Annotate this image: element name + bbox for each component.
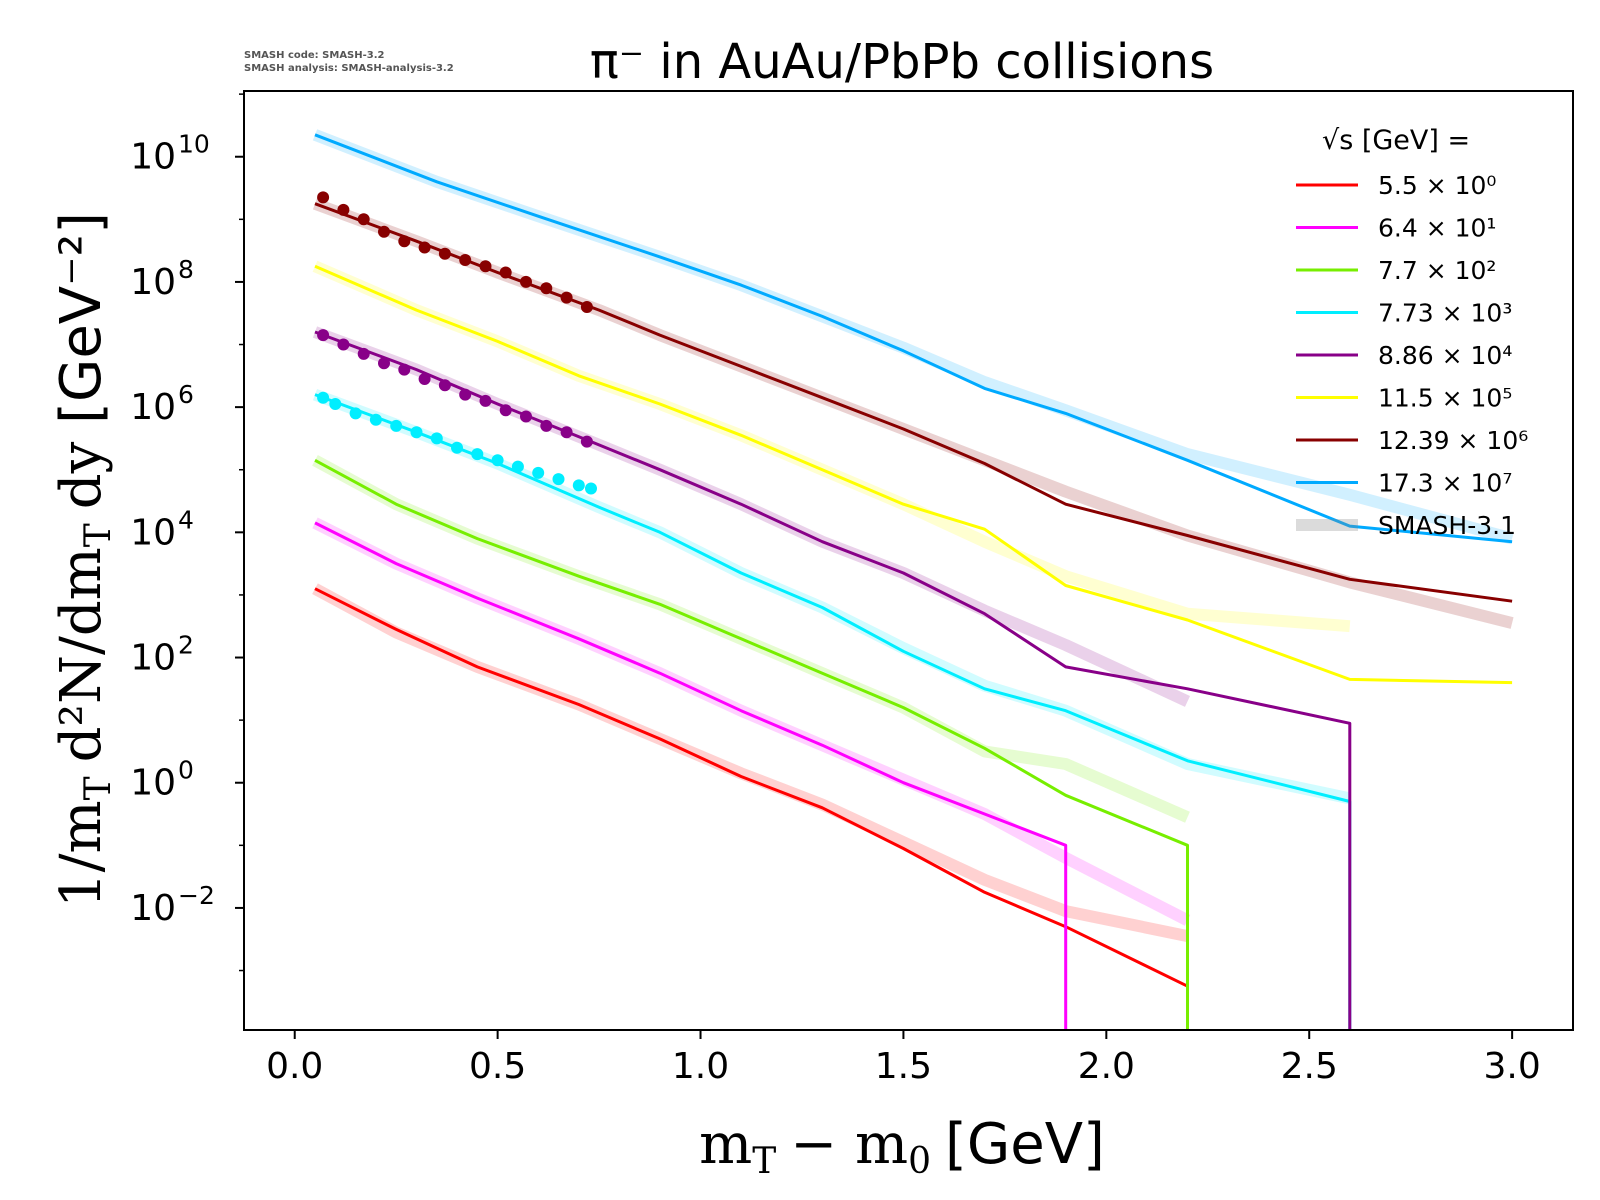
- series-curve-3: [314, 393, 1352, 1030]
- exp-point: [317, 391, 330, 404]
- y-tick-exponent: −2: [178, 881, 215, 910]
- exp-point: [520, 410, 532, 423]
- exp-point: [430, 432, 443, 445]
- exp-point: [560, 291, 573, 304]
- legend: √s [GeV] = 5.5 × 10⁰ 6.4 × 10¹ 7.7 × 10² 7.7…: [1296, 125, 1528, 540]
- legend-label-5: 11.5 × 10⁵: [1378, 384, 1512, 413]
- series-curve-5: [314, 264, 1513, 685]
- y-tick-label: 10: [130, 888, 176, 929]
- exp-point: [471, 448, 484, 461]
- exp-point: [349, 407, 362, 420]
- y-tick-exponent: 8: [178, 255, 194, 284]
- x-tick-label: 2.5: [1281, 1046, 1338, 1087]
- y-tick-label: 10: [130, 638, 176, 679]
- legend-label-4: 8.86 × 10⁴: [1378, 341, 1512, 370]
- legend-label-2: 7.7 × 10²: [1378, 256, 1496, 285]
- exp-point: [499, 266, 512, 279]
- exp-point: [499, 404, 512, 417]
- series-curve-6: [314, 202, 1513, 603]
- x-axis-label: mT − m0 [GeV]: [699, 1112, 1105, 1182]
- legend-label-7: 17.3 × 10⁷: [1378, 469, 1512, 498]
- chart-title: π⁻ in AuAu/PbPb collisions: [590, 34, 1214, 90]
- x-tick-label: 3.0: [1483, 1046, 1540, 1087]
- series-curve-4: [314, 330, 1352, 1030]
- exp-point: [511, 460, 524, 473]
- x-tick-label: 0.5: [469, 1046, 526, 1087]
- exp-point: [580, 435, 593, 448]
- exp-point: [410, 426, 423, 439]
- series-curve-0: [314, 587, 1189, 988]
- y-tick-label: 10: [130, 512, 176, 553]
- legend-label-1: 6.4 × 10¹: [1378, 214, 1496, 243]
- series-curve-7: [314, 133, 1513, 544]
- exp-point: [580, 301, 593, 313]
- y-axis-label: 1/mT d²N/dmT dy [GeV⁻²]: [49, 212, 119, 908]
- exp-point: [378, 225, 390, 238]
- exp-point: [520, 275, 532, 288]
- y-tick-label: 10: [130, 137, 176, 178]
- y-tick-label: 10: [130, 763, 176, 804]
- reference-curve-6: [312, 198, 1514, 629]
- credits-line-2: SMASH analysis: SMASH-analysis-3.2: [244, 63, 454, 74]
- legend-label-0: 5.5 × 10⁰: [1378, 171, 1496, 200]
- y-tick-label: 10: [130, 387, 176, 428]
- exp-point: [572, 479, 585, 492]
- exp-point: [560, 426, 573, 439]
- exp-point: [398, 235, 411, 248]
- exp-point: [390, 419, 403, 432]
- exp-point: [378, 357, 390, 370]
- legend-label-3: 7.73 × 10³: [1378, 299, 1512, 328]
- exp-point: [357, 213, 370, 226]
- exp-point: [540, 419, 553, 432]
- series-curve-2: [314, 458, 1189, 1030]
- x-tick-label: 1.5: [875, 1046, 932, 1087]
- exp-point: [451, 441, 463, 454]
- exp-point: [317, 329, 330, 342]
- legend-label-6: 12.39 × 10⁶: [1378, 426, 1528, 455]
- exp-point: [438, 247, 451, 260]
- exp-point: [491, 454, 504, 467]
- y-tick-exponent: 2: [178, 631, 194, 660]
- y-tick-label: 10: [130, 262, 176, 303]
- exp-point: [532, 466, 545, 479]
- exp-point: [329, 398, 342, 410]
- exp-point: [317, 191, 330, 204]
- y-tick-exponent: 0: [178, 756, 194, 785]
- exp-point: [552, 473, 565, 486]
- credits-line-1: SMASH code: SMASH-3.2: [244, 50, 385, 61]
- exp-point: [398, 363, 411, 376]
- x-tick-label: 2.0: [1078, 1046, 1135, 1087]
- exp-point: [459, 388, 472, 401]
- legend-label-reference: SMASH-3.1: [1378, 511, 1516, 540]
- exp-point: [418, 241, 431, 254]
- y-tick-exponent: 10: [178, 130, 210, 159]
- exp-point: [479, 260, 492, 273]
- exp-point: [337, 338, 350, 351]
- exp-point: [585, 482, 597, 495]
- series-curve-1: [314, 521, 1068, 1030]
- x-tick-label: 1.0: [672, 1046, 729, 1087]
- legend-title: √s [GeV] =: [1322, 125, 1470, 156]
- x-axis-ticks: 0.0 0.5 1.0 1.5 2.0 2.5 3.0: [266, 1030, 1541, 1087]
- exp-point: [540, 282, 553, 295]
- exp-point: [357, 347, 370, 360]
- reference-curves: [312, 129, 1514, 942]
- exp-point: [418, 373, 431, 385]
- plot-frame: [243, 90, 1574, 1031]
- exp-point: [438, 379, 451, 392]
- credits: SMASH code: SMASH-3.2 SMASH analysis: SM…: [244, 50, 454, 74]
- experimental-points: [317, 191, 597, 495]
- exp-point: [369, 413, 382, 426]
- x-tick-label: 0.0: [266, 1046, 323, 1087]
- exp-point: [479, 394, 492, 407]
- y-tick-exponent: 6: [178, 380, 194, 409]
- exp-point: [459, 254, 472, 266]
- exp-point: [337, 203, 350, 216]
- y-tick-exponent: 4: [178, 505, 194, 534]
